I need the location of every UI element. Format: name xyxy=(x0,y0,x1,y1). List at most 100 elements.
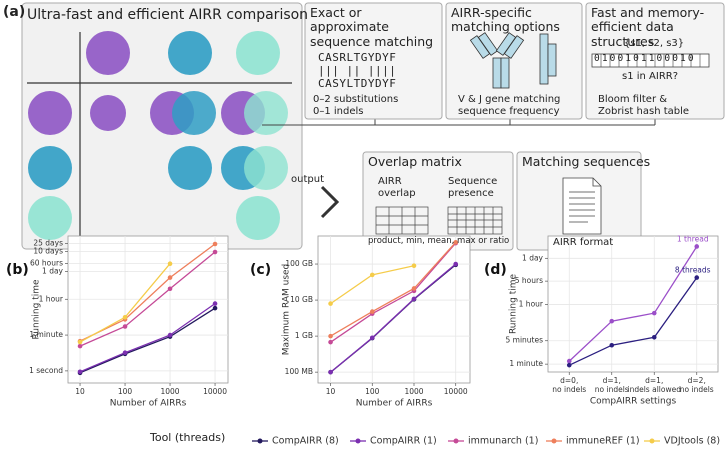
circle xyxy=(168,146,212,190)
point xyxy=(77,343,83,349)
point xyxy=(167,332,173,338)
point xyxy=(566,362,572,368)
x-tick-label: 10 xyxy=(326,387,336,396)
circle xyxy=(172,91,216,135)
x-tick-label: 100 xyxy=(118,387,133,396)
point xyxy=(167,286,173,292)
note: product, min, mean, max or ratio xyxy=(368,236,510,246)
x-tick-label: d=1, indels allowed xyxy=(628,376,682,394)
series-line xyxy=(569,277,698,366)
connector xyxy=(262,118,656,126)
point xyxy=(609,342,615,348)
panel-a-title: Ultra-fast and efficient AIRR comparison xyxy=(27,7,309,23)
note: 0–2 substitutions xyxy=(313,94,399,105)
x-tick-label: 10 xyxy=(75,387,85,396)
y-tick-label: 60 hours xyxy=(30,258,63,267)
sequence-match: ||| || |||| xyxy=(318,64,397,77)
y-tick-label: 1 day xyxy=(522,253,544,262)
point xyxy=(609,318,615,324)
panel-label: (d) xyxy=(484,262,507,278)
point xyxy=(77,369,83,375)
y-tick-label: 1 GB xyxy=(295,331,313,340)
point xyxy=(369,309,375,314)
x-tick-label: 10000 xyxy=(203,387,227,396)
point xyxy=(328,301,333,306)
point xyxy=(411,286,417,291)
matching-box xyxy=(304,2,443,120)
note: AIRR format xyxy=(553,237,614,248)
point xyxy=(122,324,128,329)
note: sequence frequency xyxy=(458,106,560,117)
panel-label: (b) xyxy=(6,262,29,278)
bit-dividers xyxy=(600,54,701,67)
sequence: CASRLTGYDYF xyxy=(318,51,397,64)
circle xyxy=(90,95,126,131)
legend-title: Tool (threads) xyxy=(150,431,226,444)
point xyxy=(694,275,700,280)
bits: 0100101100010 xyxy=(594,53,696,64)
y-tick-label: 1 hour xyxy=(519,300,544,309)
point xyxy=(212,241,218,247)
x-axis-label: Number of AIRRs xyxy=(356,399,433,409)
bit-array xyxy=(591,53,710,68)
legend-marker xyxy=(355,438,361,444)
box-title: Fast and memory-efficient data structure… xyxy=(591,5,705,49)
y-tick-label: 1 minute xyxy=(29,330,63,339)
series-label: 8 threads xyxy=(675,266,711,275)
point xyxy=(167,275,173,280)
point xyxy=(369,272,375,278)
circle xyxy=(168,31,212,75)
note: 0–1 indels xyxy=(313,106,364,117)
circle xyxy=(244,91,288,135)
note: V & J gene matching xyxy=(458,94,561,105)
legend-label: VDJtools (8) xyxy=(664,436,720,447)
antibody-icon xyxy=(469,32,557,89)
plot-area xyxy=(67,235,229,384)
y-tick-label: 10 GB xyxy=(290,295,313,304)
query: s1 in AIRR? xyxy=(622,71,679,82)
point xyxy=(328,333,333,339)
y-tick-label: 1 second xyxy=(29,366,63,375)
point xyxy=(122,350,128,355)
x-tick-label: 10000 xyxy=(444,387,468,396)
point xyxy=(566,358,572,364)
y-tick-label: 1 minute xyxy=(509,359,543,368)
matrix-label: AIRR overlap xyxy=(378,176,416,199)
output-label: output xyxy=(291,174,324,185)
series-line xyxy=(330,263,457,373)
circle xyxy=(28,196,72,240)
point xyxy=(212,249,218,255)
legend-label: CompAIRR (1) xyxy=(370,436,437,447)
matrix-icons xyxy=(375,206,503,235)
legend-marker xyxy=(551,438,557,444)
plot-area xyxy=(547,235,719,373)
legend-label: immunarch (1) xyxy=(468,436,538,447)
x-tick-label: d=2, no indels xyxy=(680,376,714,394)
y-axis-label: Running time xyxy=(509,274,519,335)
circle xyxy=(28,146,72,190)
point xyxy=(651,334,657,340)
note: Bloom filter & xyxy=(598,94,668,105)
point xyxy=(77,339,83,345)
y-tick-label: 100 GB xyxy=(285,259,313,268)
point xyxy=(167,261,173,267)
point xyxy=(212,305,218,311)
y-tick-label: 10 days xyxy=(33,246,63,255)
y-tick-label: 1 day xyxy=(42,266,64,275)
plot-area xyxy=(317,235,471,384)
y-axis-label: Running time xyxy=(32,279,42,340)
point xyxy=(369,335,375,341)
point xyxy=(212,301,218,306)
series-label: 1 thread xyxy=(677,234,709,243)
point xyxy=(694,244,700,249)
x-tick-label: 100 xyxy=(365,387,380,396)
matrix-label: Sequence presence xyxy=(448,176,498,199)
box-title: Overlap matrix xyxy=(368,154,462,169)
box-title: AIRR-specific matching options xyxy=(451,5,560,35)
point xyxy=(411,296,417,302)
y-tick-label: 25 days xyxy=(33,238,63,247)
panel-label: (a) xyxy=(3,4,26,20)
point xyxy=(651,310,657,316)
x-tick-label: d=0, no indels xyxy=(552,376,586,394)
